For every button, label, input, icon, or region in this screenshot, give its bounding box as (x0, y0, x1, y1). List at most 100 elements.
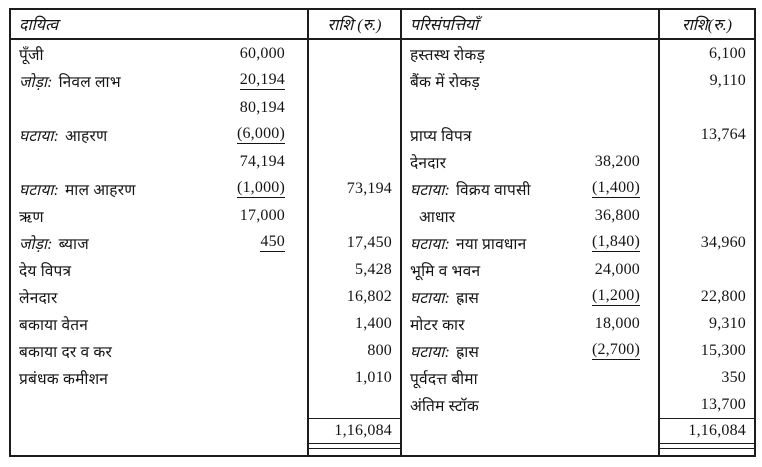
asset-amount-cell (658, 148, 754, 175)
total-assets-cell: 1,16,084 (658, 418, 754, 443)
asset-label-text: देनदार (410, 154, 447, 172)
liability-label: लेनदार (19, 286, 58, 308)
liability-label-text: पूँजी (19, 46, 44, 64)
table-row: प्रबंधक कमीशन 1,010 पूर्वदत्त बीमा 350 (11, 364, 754, 391)
liability-label-text: बकाया वेतन (19, 316, 89, 334)
double-rule-row (11, 443, 754, 451)
asset-label: देनदार (410, 151, 446, 173)
liability-name-cell: ऋण 17,000 (11, 202, 307, 229)
table-row: घटाया: आहरण (6,000) प्राप्य विपत्र 13,764 (11, 121, 754, 148)
less-add-prefix: घटाया: (19, 127, 59, 145)
empty-cell (307, 451, 400, 455)
asset-amount-cell: 9,110 (658, 67, 754, 94)
liability-name-cell: जोड़ा: ब्याज 450 (11, 229, 307, 256)
liability-amount-cell: 16,802 (307, 283, 400, 310)
liability-amount: 1,010 (355, 368, 392, 386)
asset-amount-cell: 34,960 (658, 229, 754, 256)
asset-name-cell (400, 94, 658, 121)
asset-amount-cell: 15,300 (658, 337, 754, 364)
asset-amount: 34,960 (700, 233, 746, 251)
liability-amount: 73,194 (346, 179, 392, 197)
liability-amount: 800 (367, 341, 392, 359)
liability-amount-cell: 1,400 (307, 310, 400, 337)
asset-label: प्राप्य विपत्र (410, 124, 472, 146)
asset-inner-amount: 18,000 (594, 314, 640, 332)
asset-amount: 9,110 (709, 71, 746, 89)
liability-amount-cell (307, 94, 400, 121)
balance-sheet-table: दायित्व राशि (रु.) परिसंपत्तियाँ राशि(रु… (9, 8, 756, 457)
table-row: 80,194 (11, 94, 754, 121)
table-row: बकाया वेतन 1,400 मोटर कार 18,000 9,310 (11, 310, 754, 337)
asset-name-cell: बैंक में रोकड़ (400, 67, 658, 94)
amount-right-header-cell: राशि(रु.) (658, 10, 754, 38)
asset-name-cell: पूर्वदत्त बीमा (400, 364, 658, 391)
asset-label-text: पूर्वदत्त बीमा (410, 370, 478, 388)
liability-label-text: बकाया दर व कर (19, 343, 113, 361)
table-row: देय विपत्र 5,428 भूमि व भवन 24,000 (11, 256, 754, 283)
table-row: पूँजी 60,000 हस्तस्थ रोकड़ 6,100 (11, 40, 754, 67)
liability-inner-amount: 450 (260, 233, 285, 252)
asset-label-text: भूमि व भवन (410, 262, 481, 280)
less-add-prefix: घटाया: (410, 181, 450, 199)
liability-name-cell: बकाया दर व कर (11, 337, 307, 364)
liability-inner-amount: 74,194 (239, 152, 285, 170)
table-row: घटाया: माल आहरण (1,000) 73,194 घटाया: विक्रय … (11, 175, 754, 202)
asset-label: पूर्वदत्त बीमा (410, 367, 478, 389)
asset-amount-cell: 350 (658, 364, 754, 391)
empty-cell (400, 451, 658, 455)
empty-cell (11, 451, 307, 455)
liability-name-cell: जोड़ा: निवल लाभ 20,194 (11, 67, 307, 94)
liability-name-cell: पूँजी 60,000 (11, 40, 307, 67)
asset-inner-amount: 38,200 (594, 152, 640, 170)
asset-label-text: प्राप्य विपत्र (410, 127, 472, 145)
liability-name-cell: देय विपत्र (11, 256, 307, 283)
less-add-prefix: जोड़ा: (19, 235, 53, 253)
asset-name-cell: मोटर कार 18,000 (400, 310, 658, 337)
liability-label-text: देय विपत्र (19, 262, 72, 280)
total-liabilities-cell: 1,16,084 (307, 418, 400, 443)
asset-label-text: आधार (419, 208, 456, 226)
asset-label: बैंक में रोकड़ (410, 70, 480, 92)
total-liabilities: 1,16,084 (334, 422, 392, 439)
less-add-prefix: घटाया: (410, 289, 450, 307)
asset-amount: 6,100 (709, 44, 746, 62)
liability-amount: 1,400 (355, 314, 392, 332)
asset-amount: 13,764 (700, 125, 746, 143)
spacer-row (11, 451, 754, 455)
empty-cell (400, 443, 658, 451)
amount-right-header: राशि(रु.) (682, 17, 732, 34)
liability-label-text: लेनदार (19, 289, 58, 307)
liability-label: घटाया: माल आहरण (19, 178, 136, 200)
asset-label: मोटर कार (410, 313, 465, 335)
asset-inner-amount: (2,700) (591, 341, 640, 360)
asset-amount-cell (658, 175, 754, 202)
liability-inner-amount: 20,194 (239, 71, 285, 90)
asset-amount: 9,310 (709, 314, 746, 332)
liability-amount-cell (307, 148, 400, 175)
asset-label: घटाया: नया प्रावधान (410, 232, 526, 254)
asset-inner-amount: 36,800 (594, 206, 640, 224)
assets-header: परिसंपत्तियाँ (410, 17, 479, 34)
asset-label: घटाया: विक्रय वापसी (410, 178, 531, 200)
liability-inner-amount: (1,000) (236, 179, 285, 198)
amount-left-header: राशि (रु.) (327, 17, 382, 34)
asset-label-text: विक्रय वापसी (455, 181, 531, 199)
header-row: दायित्व राशि (रु.) परिसंपत्तियाँ राशि(रु… (11, 10, 754, 40)
asset-amount-cell: 6,100 (658, 40, 754, 67)
liability-label: जोड़ा: ब्याज (19, 232, 89, 254)
liability-label: जोड़ा: निवल लाभ (19, 70, 121, 92)
less-add-prefix: जोड़ा: (19, 73, 53, 91)
liability-inner-amount: (6,000) (236, 125, 285, 144)
liability-label-text: प्रबंधक कमीशन (19, 370, 109, 388)
liability-amount-cell (307, 40, 400, 67)
table-row: जोड़ा: ब्याज 450 17,450 घटाया: नया प्रावधान (1… (11, 229, 754, 256)
table-body: पूँजी 60,000 हस्तस्थ रोकड़ 6,100 जोड़ा: निवल … (11, 40, 754, 418)
liability-amount: 16,802 (346, 287, 392, 305)
asset-label: घटाया: ह्रास (410, 286, 479, 308)
liability-amount-cell (307, 202, 400, 229)
asset-label-text: नया प्रावधान (455, 235, 527, 253)
less-add-prefix: घटाया: (410, 343, 450, 361)
asset-label-text: हस्तस्थ रोकड़ (410, 46, 485, 64)
liabilities-header-cell: दायित्व (11, 10, 307, 38)
liability-label: ऋण (19, 205, 44, 227)
